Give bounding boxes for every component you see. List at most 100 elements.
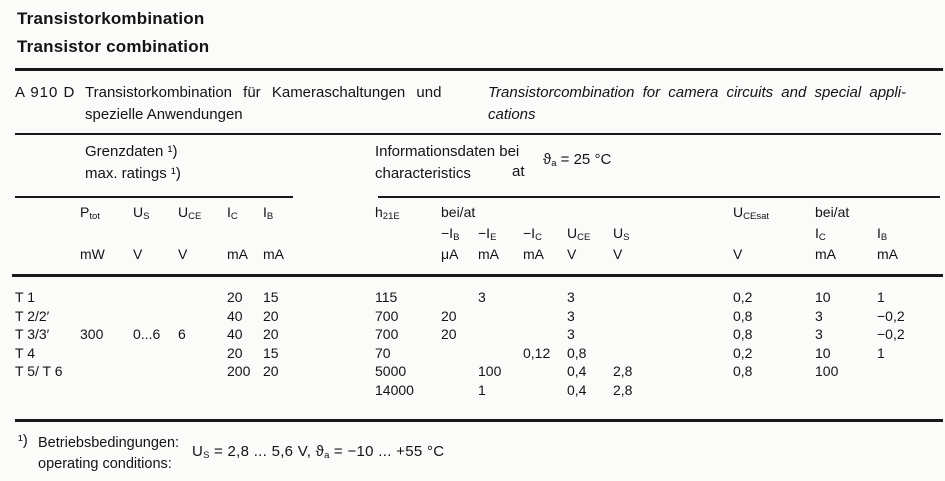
table-cell: 3: [815, 307, 823, 324]
column-header-uce: UCE: [178, 204, 202, 222]
column-header-m_ib: −IB: [441, 225, 460, 243]
table-cell: 15: [263, 344, 279, 361]
table-cell: 20: [227, 344, 243, 361]
table-cell: 3: [478, 289, 486, 305]
rule-under-title: [15, 68, 943, 71]
part-description-en-line2: cations: [488, 106, 536, 123]
column-header-sub: B: [880, 232, 888, 243]
table-cell: 70: [375, 344, 391, 361]
column-unit-r_ib: mA: [877, 246, 898, 262]
column-header-h21e: h21E: [375, 204, 400, 222]
column-header-sub: 21E: [382, 211, 400, 222]
rule-under-table: [15, 419, 943, 422]
us-symbol: U: [192, 443, 204, 460]
column-header-sub: C: [230, 211, 238, 222]
column-unit-m_us: V: [613, 246, 623, 262]
footnote-text-en: operating conditions:: [38, 456, 172, 472]
column-header-ic: IC: [227, 204, 238, 222]
table-body-grid: T 1 20 15 115 3 3 0,2 10 1 T 2/2′ 40 20 700 20 3 0,8 3 −0…: [15, 289, 945, 400]
table-cell: 700: [375, 326, 399, 342]
table-cell: 115: [375, 289, 398, 305]
part-description-de-line2: spezielle Anwendungen: [85, 106, 243, 123]
table-cell: 0,4: [567, 363, 587, 379]
table-cell: 0,8: [567, 344, 587, 361]
column-header-ptot: Ptot: [80, 204, 100, 222]
column-unit-m_uce: V: [567, 246, 577, 262]
table-cell: 20: [263, 363, 279, 379]
column-header-r_ib: IB: [877, 225, 888, 243]
column-unit-m_ic: mA: [523, 246, 544, 262]
table-cell: 3: [567, 326, 575, 342]
column-unit-ib: mA: [263, 246, 284, 262]
part-description-en-line1: Transistorcombination for camera circuit…: [488, 84, 907, 101]
table-cell: 0,8: [733, 363, 753, 379]
column-header-r_ic: IC: [815, 225, 826, 243]
table-cell: 0,2: [733, 344, 753, 361]
group-label-characteristics-de: Informationsdaten bei: [375, 143, 520, 160]
table-cell: 20: [263, 326, 279, 342]
column-unit-r_ic: mA: [815, 246, 836, 262]
group-label-characteristics-en: characteristics: [375, 165, 471, 182]
table-cell: 200: [227, 363, 251, 379]
rule-under-header: [12, 274, 943, 277]
group-label-characteristics: Informationsdaten bei characteristics: [375, 141, 519, 185]
footnote-text: Betriebsbedingungen: operating condition…: [38, 433, 179, 475]
table-cell: 20: [441, 326, 457, 342]
table-cell: 1: [877, 344, 885, 361]
column-header-sub: CE: [188, 211, 202, 222]
table-cell: 15: [263, 289, 279, 305]
column-header-sub: CE: [577, 232, 591, 243]
table-cell: 2,8: [613, 363, 633, 379]
rule-under-group-right: [378, 196, 940, 198]
table-cell: 6: [178, 326, 186, 342]
table-cell: 700: [375, 307, 399, 324]
table-cell: 0,8: [733, 307, 753, 324]
part-description-de: Transistorkombination für Kameraschaltun…: [85, 82, 465, 126]
part-description-de-line1: Transistorkombination für Kameraschaltun…: [85, 84, 442, 101]
footnote-text-de: Betriebsbedingungen:: [38, 435, 180, 451]
table-cell: 20: [441, 307, 457, 324]
column-header-m_us: US: [613, 225, 630, 243]
column-header-sub: tot: [89, 211, 100, 222]
row-label: T 5/ T 6: [15, 363, 63, 379]
theta-sub: a: [324, 450, 330, 461]
table-cell: 1: [877, 289, 885, 305]
theta-symbol: ϑ: [315, 443, 325, 460]
group-label-limits-de: Grenzdaten ¹): [85, 143, 178, 160]
table-cell: 0,8: [733, 326, 753, 342]
column-header-sub: C: [535, 232, 542, 243]
column-header-ib: IB: [263, 204, 274, 222]
column-header-sub: C: [818, 232, 826, 243]
table-cell: 1: [478, 381, 486, 398]
table-cell: 3: [567, 289, 575, 305]
temperature-condition: ϑa = 25 °C: [543, 151, 611, 169]
table-cell: 0,12: [523, 344, 551, 361]
table-cell: 2,8: [613, 381, 633, 398]
theta-sub: a: [551, 158, 557, 169]
table-cell: 0...6: [133, 326, 161, 342]
table-cell: 300: [80, 326, 104, 342]
row-label: T 4: [15, 344, 35, 361]
supply-voltage-range: = 2,8 ... 5,6 V,: [209, 443, 316, 460]
column-unit-uce: V: [178, 246, 188, 262]
column-unit-m_ib: μA: [441, 246, 459, 262]
row-label: T 3/3′: [15, 326, 50, 342]
column-header-m_ie: −IE: [478, 225, 497, 243]
temperature-value: = 25 °C: [556, 151, 612, 168]
table-cell: 100: [478, 363, 502, 379]
row-label: T 1: [15, 289, 35, 305]
table-cell: 5000: [375, 363, 407, 379]
bei-at-label: bei/at: [815, 204, 850, 220]
footnote-reference: ¹): [18, 433, 28, 449]
group-label-limits: Grenzdaten ¹) max. ratings ¹): [85, 141, 181, 185]
rule-under-group-left: [15, 196, 293, 198]
table-cell: −0,2: [877, 307, 905, 324]
footnote-formula: US = 2,8 ... 5,6 V, ϑa = −10 ... +55 °C: [192, 443, 444, 461]
table-cell: 0,4: [567, 381, 587, 398]
column-header-m_ic: −IC: [523, 225, 542, 243]
column-header-sub: E: [490, 232, 497, 243]
theta-symbol: ϑ: [543, 151, 552, 168]
group-label-limits-en: max. ratings ¹): [85, 165, 181, 182]
table-cell: 10: [815, 289, 831, 305]
